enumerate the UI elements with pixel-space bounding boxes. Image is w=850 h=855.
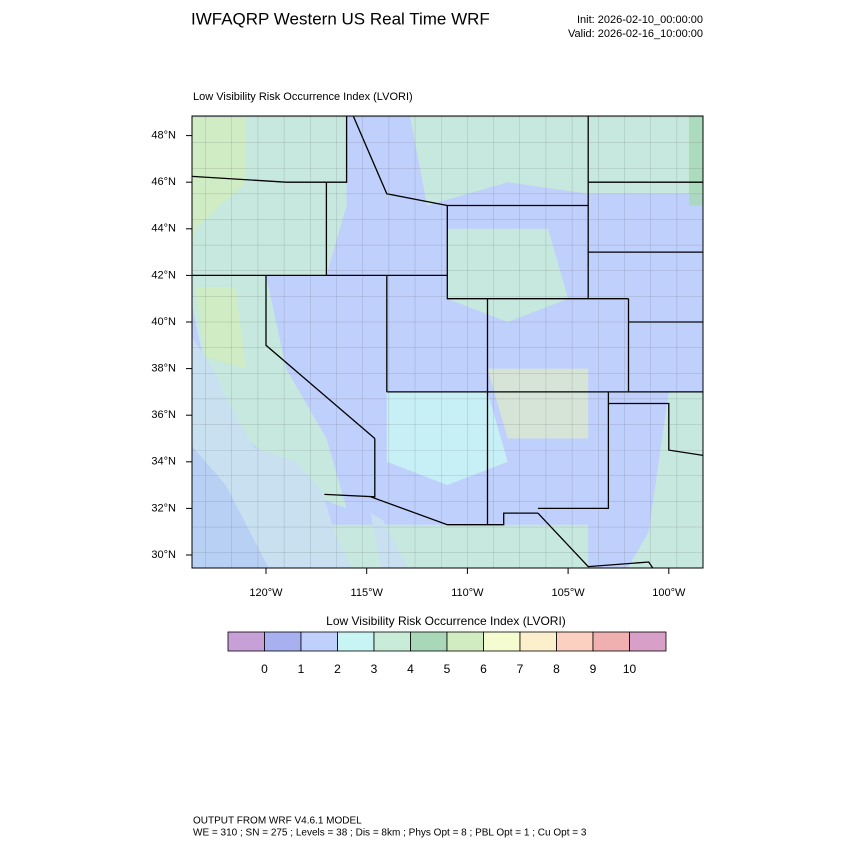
lat-label: 48°N bbox=[151, 130, 176, 142]
colorbar-box bbox=[483, 631, 521, 652]
lat-label: 44°N bbox=[151, 223, 176, 235]
state-border bbox=[326, 116, 348, 183]
lat-label: 42°N bbox=[151, 269, 176, 281]
lat-label: 34°N bbox=[151, 456, 176, 468]
footer-line: WE = 310 ; SN = 275 ; Levels = 38 ; Dis … bbox=[193, 828, 587, 839]
map-frame bbox=[191, 115, 704, 569]
state-border bbox=[537, 391, 610, 510]
colorbar-box bbox=[592, 631, 630, 652]
sea-of-cortez bbox=[370, 513, 408, 568]
lon-label: 110°W bbox=[451, 587, 484, 599]
colorbar-label: 10 bbox=[623, 662, 637, 676]
lat-label: 36°N bbox=[151, 409, 176, 421]
colorbar-label: 2 bbox=[334, 662, 341, 676]
state-border bbox=[265, 275, 376, 439]
lon-label: 100°W bbox=[652, 587, 686, 599]
state-border bbox=[446, 205, 629, 300]
footer-line: OUTPUT FROM WRF V4.6.1 MODEL bbox=[193, 816, 362, 827]
state-border bbox=[588, 251, 703, 253]
ocean-shelf bbox=[192, 446, 269, 568]
map-subtitle: Low Visibility Risk Occurrence Index (LV… bbox=[193, 91, 413, 103]
terrain-patch bbox=[195, 287, 246, 369]
lat-label: 38°N bbox=[151, 363, 176, 375]
state-border bbox=[370, 496, 538, 526]
colorbar-box bbox=[373, 631, 411, 652]
colorbar-box bbox=[556, 631, 594, 652]
colorbar-box bbox=[446, 631, 484, 652]
terrain-patch bbox=[409, 116, 703, 206]
lat-label: 46°N bbox=[151, 176, 176, 188]
terrain-patch bbox=[749, 485, 789, 555]
terrain-patch bbox=[487, 368, 589, 439]
lon-label: 120°W bbox=[249, 587, 283, 599]
colorbar-label: 9 bbox=[590, 662, 597, 676]
colorbar-box bbox=[629, 631, 667, 652]
colorbar-box bbox=[227, 631, 265, 652]
init-time: Init: 2026-02-10_00:00:00 bbox=[577, 14, 703, 26]
terrain-patch bbox=[709, 415, 790, 578]
map-field bbox=[192, 116, 790, 578]
terrain-patch bbox=[688, 116, 703, 206]
colorbar-label: 0 bbox=[261, 662, 268, 676]
colorbar-label: 1 bbox=[298, 662, 305, 676]
colorbar-box bbox=[410, 631, 448, 652]
valid-time: Valid: 2026-02-16_10:00:00 bbox=[568, 28, 703, 40]
lat-label: 30°N bbox=[151, 549, 176, 561]
state-border bbox=[608, 402, 703, 457]
state-border bbox=[537, 512, 654, 568]
title: IWFAQRP Western US Real Time WRF bbox=[191, 9, 490, 28]
state-border bbox=[324, 438, 376, 498]
state-border bbox=[192, 175, 328, 276]
colorbar-box bbox=[264, 631, 302, 652]
colorbar-label: 5 bbox=[444, 662, 451, 676]
lon-label: 105°W bbox=[552, 587, 586, 599]
colorbar-box bbox=[300, 631, 338, 652]
colorbar-title: Low Visibility Risk Occurrence Index (LV… bbox=[326, 614, 566, 628]
colorbar-box bbox=[337, 631, 375, 652]
terrain-patch bbox=[627, 391, 703, 568]
lon-label: 115°W bbox=[351, 587, 384, 599]
colorbar-box bbox=[519, 631, 557, 652]
colorbar-label: 3 bbox=[371, 662, 378, 676]
lat-label: 32°N bbox=[151, 502, 176, 514]
colorbar-label: 4 bbox=[407, 662, 414, 676]
lat-label: 40°N bbox=[151, 316, 176, 328]
colorbar-label: 8 bbox=[553, 662, 560, 676]
colorbar-label: 6 bbox=[480, 662, 487, 676]
terrain-patch bbox=[386, 391, 508, 486]
colorbar-label: 7 bbox=[517, 662, 524, 676]
